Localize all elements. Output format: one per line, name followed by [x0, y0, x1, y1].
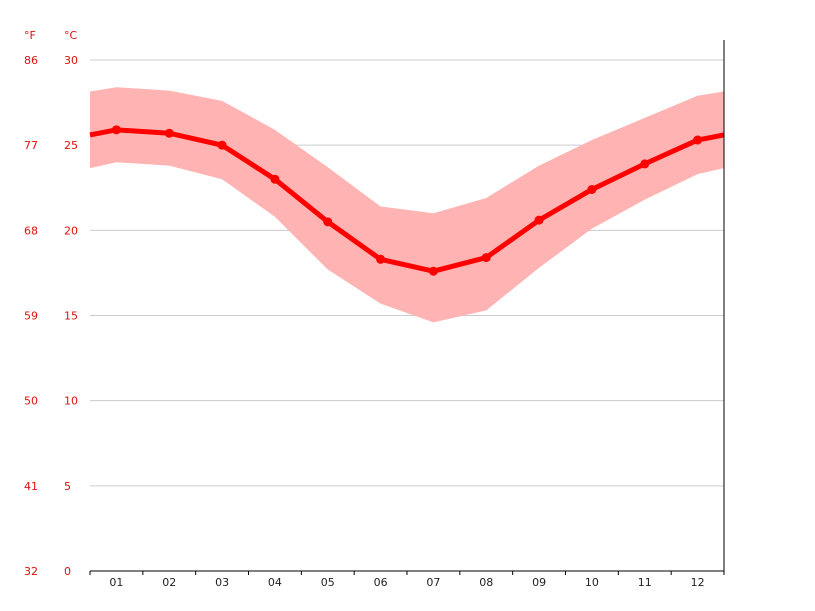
y-tick-label-celsius: 15 [64, 310, 78, 323]
data-point [217, 140, 227, 150]
axis-labels: °F °C 32 0 41 5 50 10 59 15 68 20 77 25 86 30 01 02 03 04… [24, 29, 705, 589]
y-tick-label-fahrenheit: 59 [24, 310, 38, 323]
unit-fahrenheit-label: °F [24, 29, 36, 42]
y-tick-label-celsius: 20 [64, 224, 78, 237]
data-point [111, 125, 121, 135]
y-tick-label-celsius: 30 [64, 54, 78, 67]
data-point [534, 215, 544, 225]
data-point [693, 135, 703, 145]
data-point [270, 174, 280, 184]
x-tick-label: 10 [585, 576, 599, 589]
data-point [323, 217, 333, 227]
data-point [481, 253, 491, 263]
mean-temperature-line [89, 127, 725, 274]
x-tick-label: 04 [268, 576, 282, 589]
y-tick-label-celsius: 25 [64, 139, 78, 152]
axes [89, 40, 725, 575]
data-point [587, 184, 597, 194]
temperature-range-band [90, 87, 724, 323]
x-tick-label: 05 [321, 576, 335, 589]
x-tick-label: 03 [215, 576, 229, 589]
x-tick-label: 11 [638, 576, 652, 589]
y-tick-label-celsius: 0 [64, 565, 71, 578]
y-tick-label-celsius: 5 [64, 480, 71, 493]
data-point [376, 254, 386, 264]
y-tick-label-fahrenheit: 77 [24, 139, 38, 152]
data-point [164, 128, 174, 138]
unit-celsius-label: °C [64, 29, 78, 42]
data-point [428, 266, 438, 276]
y-tick-label-fahrenheit: 50 [24, 395, 38, 408]
x-tick-label: 02 [162, 576, 176, 589]
x-tick-label: 12 [691, 576, 705, 589]
y-tick-label-fahrenheit: 86 [24, 54, 38, 67]
x-tick-label: 09 [532, 576, 546, 589]
x-tick-label: 08 [479, 576, 493, 589]
y-tick-label-fahrenheit: 41 [24, 480, 38, 493]
range-band-area [90, 87, 724, 323]
y-tick-label-fahrenheit: 68 [24, 224, 38, 237]
x-tick-label: 01 [109, 576, 123, 589]
x-tick-label: 07 [426, 576, 440, 589]
data-point [640, 159, 650, 169]
x-tick-label: 06 [374, 576, 388, 589]
y-tick-label-fahrenheit: 32 [24, 565, 38, 578]
y-tick-label-celsius: 10 [64, 395, 78, 408]
mean-temperature-series [89, 125, 725, 276]
